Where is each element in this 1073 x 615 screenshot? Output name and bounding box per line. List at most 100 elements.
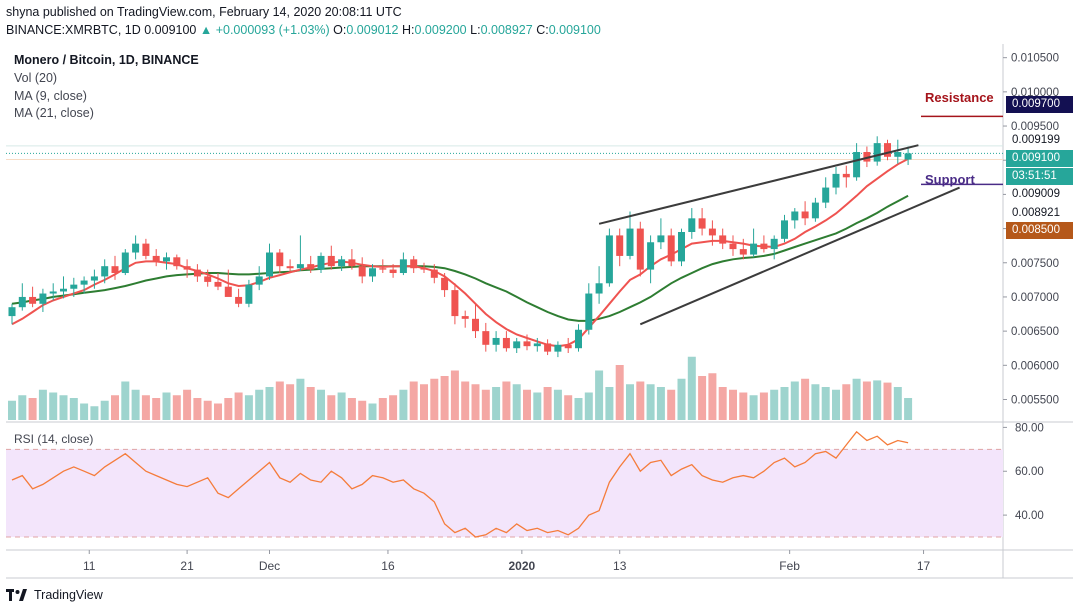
volume-bar [523,389,531,420]
volume-bar [677,378,686,420]
volume-bar [584,392,593,420]
volume-bar [430,378,439,420]
candle [90,269,98,289]
candle-body [533,343,541,347]
candle-body [719,235,727,244]
ohlc-line: BINANCE:XMRBTC, 1D 0.009100 ▲ +0.000093 … [6,23,601,37]
volume-bar [234,392,243,420]
candle [276,249,284,274]
volume-bar [378,398,387,420]
candle [60,276,67,299]
candle-body [904,153,912,160]
low-label: L: [470,23,481,37]
time-tick-label: Feb [779,559,800,573]
volume-bar [420,384,428,420]
price-tick-label: 0.009500 [1011,121,1059,133]
candle-body [760,243,768,250]
candle-body [90,276,98,281]
candle-body [286,266,294,269]
volume-bar [214,403,222,420]
price-box: 0.009700 [1006,96,1073,113]
candle [575,324,582,352]
time-tick-label: 13 [613,559,627,573]
candle [451,283,459,325]
volume-bar [708,373,717,420]
candle [29,286,37,308]
volume-bar [389,395,398,420]
volume-bar [605,387,614,420]
candle [132,235,140,260]
vol-legend: Vol (20) [14,71,58,85]
candle-body [647,242,655,270]
candle-body [595,283,603,294]
candle [667,228,675,267]
trendline-upper [598,144,919,225]
change: ▲ +0.000093 (+1.03%) [199,23,330,37]
candle-body [255,276,263,285]
volume-bar [811,384,820,420]
volume-bar [862,381,871,420]
high-label: H: [402,23,415,37]
candle [173,254,181,270]
candle-body [307,264,315,270]
candle [80,276,88,294]
volume-bar [131,389,140,420]
volume-bar [450,370,459,420]
candle-body [523,341,531,347]
candle [863,146,871,168]
candle-body [441,277,449,291]
candle-body [884,143,891,157]
candle [513,337,521,354]
volume-bar [646,384,655,420]
candle [585,283,593,335]
volume-bar [883,382,892,420]
ma9-line [11,158,909,348]
candle [286,259,294,274]
volume-bar [904,398,913,420]
candle [18,283,26,311]
volume-bar [553,389,562,420]
volume-bar [749,395,758,420]
candle-body [544,343,552,352]
volume-bar [615,365,624,420]
volume-bar [111,395,119,420]
volume-bar [141,395,150,420]
candle [801,201,809,226]
tradingview-logo-icon [6,589,27,601]
volume-bar [821,387,830,420]
footer-brand: TradingView [34,588,103,602]
candle [842,165,850,188]
candle-body [842,173,850,178]
volume-bar [265,387,274,420]
volume-bar [667,389,676,420]
candle [482,322,490,352]
candle-body [410,259,418,269]
volume-bar [801,378,810,420]
candle [554,341,562,358]
candle [142,238,150,260]
volume-bar [595,370,604,420]
candle [307,255,315,274]
candle [224,269,232,297]
candle-body [369,268,376,277]
candle [729,235,737,256]
candle-body [636,228,644,270]
candle-body [605,235,613,284]
candle [739,238,747,260]
volume-bar [18,395,27,420]
price-box: 0.009100 [1006,150,1073,167]
candle-body [111,266,119,274]
candle [884,139,891,161]
rsi-line [11,430,909,538]
volume-bar [492,387,501,420]
ma21-legend: MA (21, close) [14,106,94,120]
candle [441,273,449,297]
candle [760,235,768,253]
time-tick-label: 16 [381,559,395,573]
candle-body [616,235,624,256]
candle-body [8,307,16,317]
volume-bar [626,384,634,420]
candle [358,257,366,284]
candle-body [482,331,490,345]
